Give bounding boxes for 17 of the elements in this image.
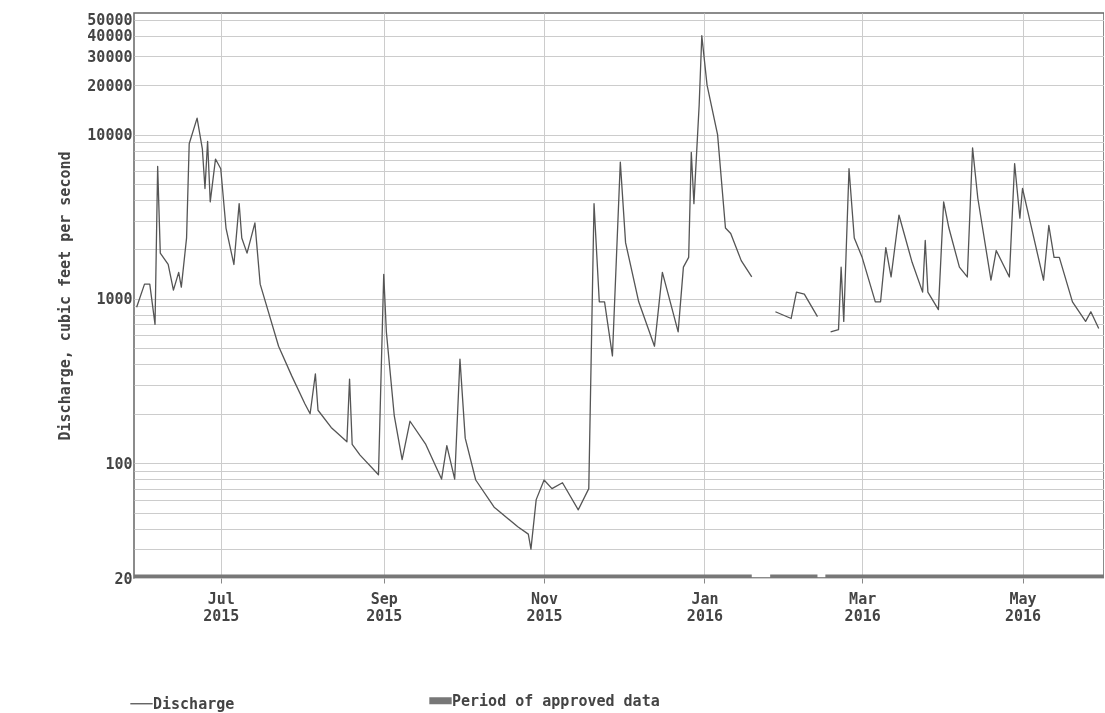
legend-label: Discharge [153,694,235,713]
x-tick-label: Jan 2016 [686,589,723,625]
y-tick-label: 50000 [87,11,133,30]
x-tick-label: Mar 2016 [844,589,881,625]
y-tick-label: 1000 [96,290,133,309]
legend-label: Period of approved data [452,691,660,710]
y-axis-title: Discharge, cubic feet per second [56,151,75,441]
y-tick-label: 10000 [87,126,133,145]
x-tick-label: May 2016 [1004,589,1042,625]
y-tick-label: 30000 [87,47,133,66]
y-tick-label: 100 [105,454,133,473]
y-tick-label: 20 [114,569,133,588]
x-tick-label: Jul 2015 [203,589,240,625]
y-tick-label: 20000 [87,76,133,95]
x-tick-label: Sep 2015 [366,589,403,625]
x-tick-label: Nov 2015 [526,589,563,625]
y-tick-label: 40000 [87,27,133,46]
